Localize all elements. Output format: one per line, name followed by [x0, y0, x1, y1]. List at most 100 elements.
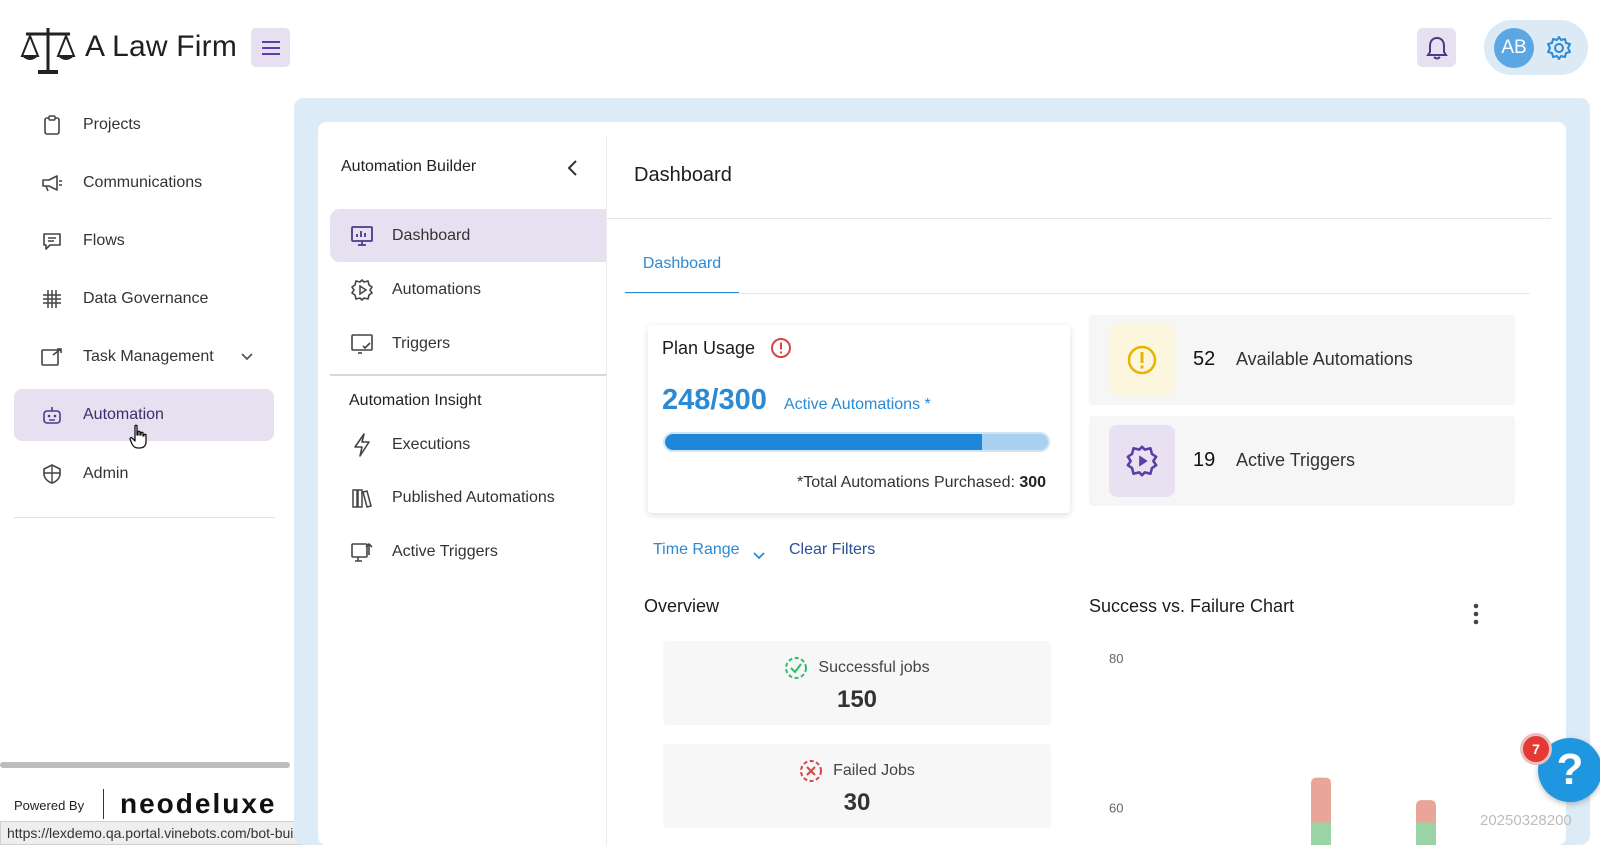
plan-total-value: 300 [1019, 474, 1047, 491]
logo-scales-icon [20, 26, 76, 76]
hamburger-menu-button[interactable] [251, 28, 290, 67]
settings-gear-icon[interactable] [1546, 35, 1572, 61]
sidebar-item-communications[interactable]: Communications [14, 157, 274, 209]
builder-item-label: Active Triggers [392, 542, 498, 560]
page-title: Dashboard [634, 164, 732, 186]
avatar[interactable]: AB [1494, 28, 1534, 68]
builder-item-active-triggers[interactable]: Active Triggers [330, 525, 606, 578]
sidebar-item-label: Automation [83, 406, 164, 423]
megaphone-icon [41, 172, 63, 194]
stat-label: Available Automations [1236, 349, 1413, 369]
builder-item-label: Dashboard [392, 226, 471, 244]
sidebar-item-projects[interactable]: Projects [14, 99, 274, 151]
powered-by-label: Powered By [14, 798, 85, 813]
stat-label: Active Triggers [1236, 450, 1356, 470]
app-title: A Law Firm [85, 30, 238, 63]
available-automations-card: 52 Available Automations [1089, 315, 1515, 405]
builder-item-executions[interactable]: Executions [330, 418, 606, 471]
shield-icon [41, 463, 63, 485]
clear-filters-button[interactable]: Clear Filters [789, 541, 876, 558]
books-icon [350, 486, 374, 510]
stat-value: 19 [1193, 449, 1216, 471]
chevron-left-icon[interactable] [565, 158, 581, 178]
monitor-chart-icon [350, 224, 374, 248]
build-id: 20250328200 [1480, 812, 1572, 829]
hamburger-icon [261, 40, 280, 55]
chart-title: Success vs. Failure Chart [1089, 596, 1295, 616]
info-alert-icon[interactable] [770, 337, 792, 359]
title-divider [606, 218, 1551, 219]
builder-item-label: Automations [392, 280, 481, 298]
failed-jobs-value: 30 [843, 789, 871, 816]
builder-item-label: Executions [392, 435, 471, 453]
chevron-down-icon[interactable] [753, 547, 765, 560]
sidebar-item-admin[interactable]: Admin [14, 448, 274, 500]
sidebar-item-label: Admin [83, 465, 129, 482]
overview-title: Overview [644, 596, 720, 616]
builder-item-dashboard[interactable]: Dashboard [330, 209, 606, 262]
bell-icon [1425, 36, 1448, 59]
exclamation-circle-icon [1109, 324, 1175, 396]
more-vertical-icon[interactable] [1473, 602, 1479, 626]
plan-total-purchased: *Total Automations Purchased: 300 [797, 474, 1046, 492]
builder-item-label: Published Automations [392, 488, 555, 506]
sidebar-item-automation[interactable]: Automation [14, 389, 274, 441]
sidebar-item-data-governance[interactable]: Data Governance [14, 273, 274, 325]
y-tick-label: 60 [1109, 801, 1123, 816]
robot-icon [41, 404, 63, 426]
notifications-button[interactable] [1417, 28, 1456, 67]
builder-item-automations[interactable]: Automations [330, 263, 606, 316]
screen-arrow-icon [350, 540, 374, 564]
sidebar-item-label: Communications [83, 174, 203, 191]
brand-logo: neodeluxe [120, 788, 277, 819]
gear-play-icon [1109, 425, 1175, 497]
status-bar-url: https://lexdemo.qa.portal.vinebots.com/b… [0, 821, 324, 845]
sidebar-item-label: Data Governance [83, 290, 209, 307]
plan-usage-progress-bar [663, 432, 1050, 452]
clipboard-icon [41, 114, 63, 136]
x-circle-icon [799, 759, 823, 783]
check-circle-icon [784, 656, 808, 680]
successful-jobs-value: 150 [836, 686, 878, 713]
failed-jobs-card: Failed Jobs 30 [663, 744, 1051, 828]
success-failure-chart: 80 60 [1109, 651, 1436, 845]
chat-icon [41, 230, 63, 252]
sidebar-item-label: Task Management [83, 348, 214, 365]
subnav-divider [330, 374, 606, 376]
plan-usage-card [648, 325, 1070, 513]
insight-section-title: Automation Insight [349, 392, 482, 409]
builder-item-published-automations[interactable]: Published Automations [330, 471, 606, 524]
builder-item-label: Triggers [392, 334, 451, 352]
help-button[interactable]: ? [1538, 738, 1600, 802]
sidebar-scrollbar[interactable] [0, 762, 290, 768]
hashtag-grid-icon [41, 288, 63, 310]
sidebar-item-flows[interactable]: Flows [14, 215, 274, 267]
time-range-dropdown[interactable]: Time Range [653, 541, 740, 558]
sidebar-divider [14, 517, 275, 518]
builder-title: Automation Builder [341, 158, 477, 175]
gear-play-icon [350, 278, 374, 302]
plan-usage-label: Active Automations * [784, 396, 931, 413]
success-bar[interactable] [1416, 822, 1436, 845]
powered-by-separator [103, 789, 104, 819]
y-tick-label: 80 [1109, 651, 1123, 666]
plan-usage-title: Plan Usage [662, 338, 756, 358]
sidebar-item-label: Flows [83, 232, 125, 249]
task-icon [41, 346, 63, 368]
active-triggers-card: 19 Active Triggers [1089, 416, 1515, 506]
builder-item-triggers[interactable]: Triggers [330, 317, 606, 370]
screen-check-icon [350, 332, 374, 356]
successful-jobs-label: Successful jobs [818, 659, 930, 676]
help-notification-badge: 7 [1520, 733, 1552, 765]
successful-jobs-card: Successful jobs 150 [663, 641, 1051, 725]
chevron-down-icon [240, 349, 254, 367]
tab-dashboard[interactable]: Dashboard [625, 252, 739, 294]
plan-usage-count: 248/300 [662, 384, 767, 416]
subnav-divider-vertical [606, 135, 607, 845]
sidebar-item-label: Projects [83, 116, 141, 133]
sidebar-item-task-management[interactable]: Task Management [14, 331, 274, 383]
hand-cursor-icon [128, 424, 150, 450]
stat-value: 52 [1193, 348, 1216, 370]
failed-jobs-label: Failed Jobs [833, 762, 915, 779]
success-bar[interactable] [1311, 822, 1331, 845]
